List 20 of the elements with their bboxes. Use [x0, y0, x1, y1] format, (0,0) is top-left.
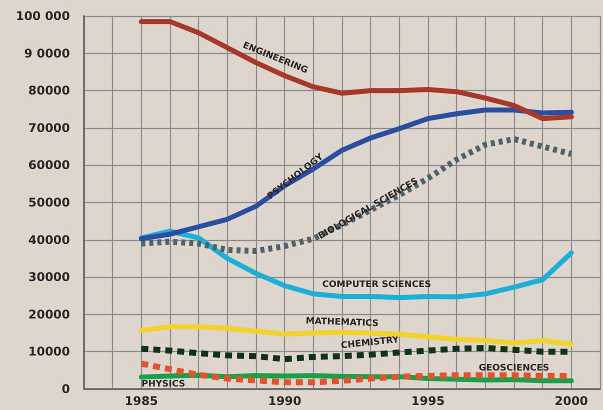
x-tick-label: 1995: [411, 394, 445, 408]
series-label: COMPUTER SCIENCES: [322, 280, 432, 290]
x-tick-label: 1985: [124, 394, 158, 408]
series-label: MATHEMATICS: [306, 316, 379, 330]
y-tick-label: 80000: [28, 84, 70, 98]
y-tick-label: 9 0000: [24, 46, 70, 60]
text: CHEMISTRY: [340, 335, 400, 352]
y-tick-label: 30000: [28, 270, 70, 284]
x-tick-label: 1990: [268, 394, 302, 408]
series-label: GEOSCIENCES: [478, 364, 550, 374]
y-tick-label: 0: [62, 382, 70, 396]
y-tick-label: 40000: [28, 232, 70, 247]
y-tick-label: 100 000: [16, 9, 70, 23]
y-tick-label: 70000: [28, 120, 70, 135]
y-tick-label: 50000: [28, 196, 70, 210]
y-tick-label: 10000: [28, 344, 70, 359]
y-tick-label: 20000: [28, 307, 70, 322]
x-tick-label: 2000: [554, 394, 588, 408]
y-tick-label: 60000: [28, 158, 70, 172]
series-label: PHYSICS: [141, 380, 186, 390]
